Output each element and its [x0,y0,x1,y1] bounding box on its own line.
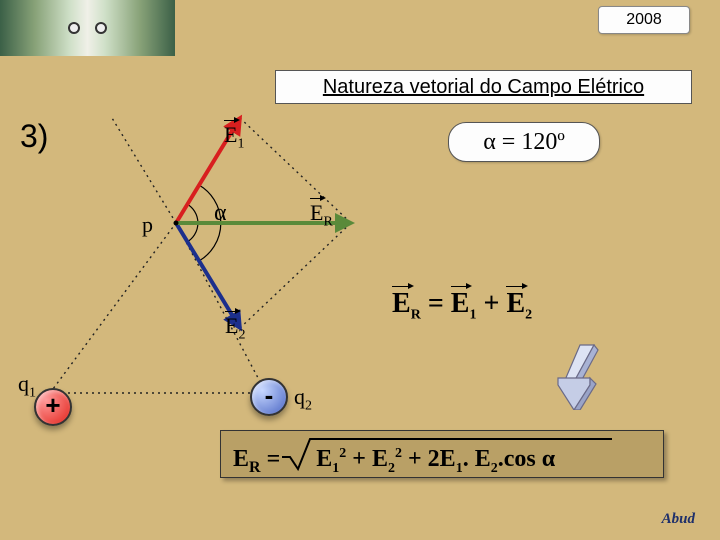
label-p: p [142,212,153,238]
charge-positive: + [34,388,72,426]
vector-diagram [0,108,460,428]
label-alpha: α [214,200,227,227]
pointer-arrow-icon [550,340,610,410]
charge-negative: - [250,378,288,416]
author-label: Abud [662,511,695,528]
equation-magnitude-box: ER = E12 + E22 + 2E1. E2.cos α [220,430,664,478]
equation-vector-sum: ER = E1 + E2 [392,288,532,324]
label-q2: q2 [294,384,312,414]
header-field-image [0,0,175,56]
slide-root: 2008 Natureza vetorial do Campo Elétrico… [0,0,720,540]
label-e2: E2 [225,313,245,343]
alpha-value-box: α = 120º [448,122,600,162]
title-box: Natureza vetorial do Campo Elétrico [275,70,692,104]
label-q1: q1 [18,371,36,401]
year-box: 2008 [598,6,690,34]
label-e1: E1 [224,122,244,152]
sqrt-icon [282,437,612,471]
label-er: ER [310,200,333,230]
